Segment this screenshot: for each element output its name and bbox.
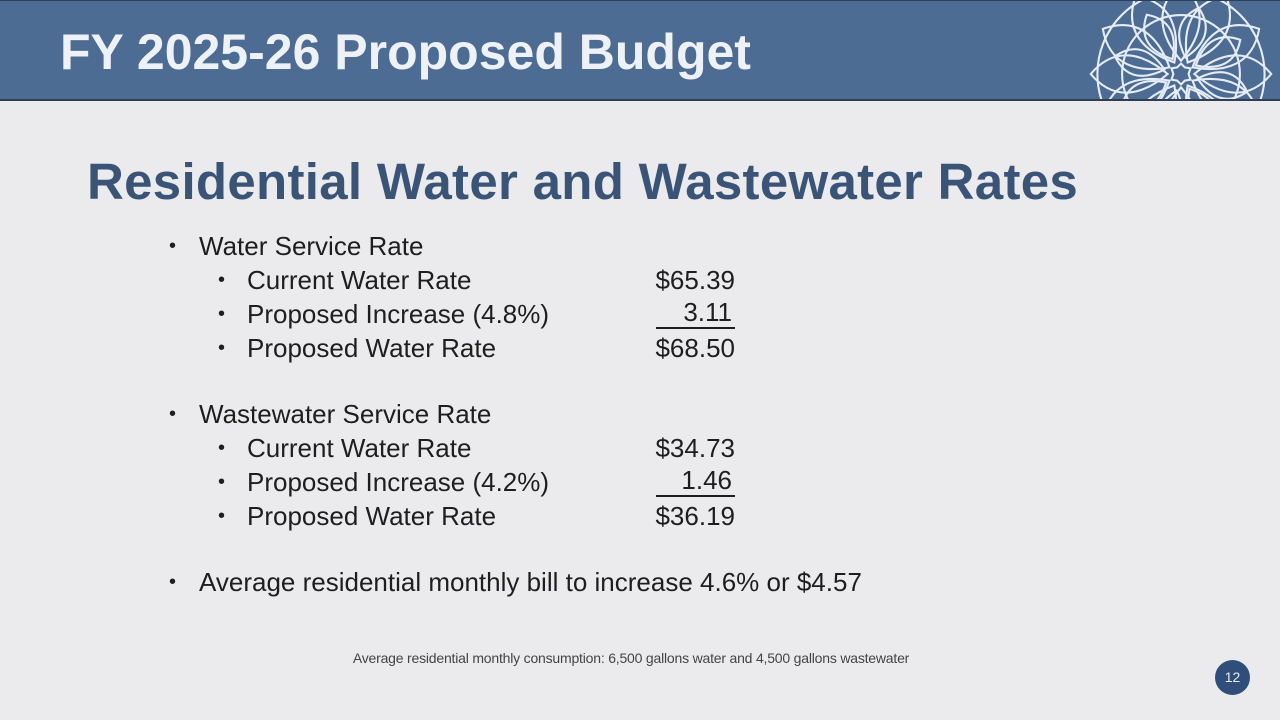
bullet-icon: • <box>169 403 177 425</box>
item-label: Proposed Increase (4.8%) <box>247 299 550 329</box>
footnote: Average residential monthly consumption:… <box>352 650 910 666</box>
header-title: FY 2025-26 Proposed Budget <box>60 24 751 80</box>
item-value: $36.19 <box>655 501 735 531</box>
slide-subtitle: Residential Water and Wastewater Rates <box>87 153 1079 210</box>
item-value: $65.39 <box>655 265 735 295</box>
page-number-badge: 12 <box>1215 660 1250 695</box>
bullet-icon: • <box>218 505 226 527</box>
bullet-icon: • <box>218 269 226 291</box>
item-value: 1.46 <box>656 465 735 497</box>
city-seal-flower-icon <box>1089 1 1273 99</box>
bullet-icon: • <box>218 337 226 359</box>
item-label: Current Water Rate <box>247 433 472 463</box>
item-value: $68.50 <box>655 333 735 363</box>
bullet-icon: • <box>218 471 226 493</box>
bullet-icon: • <box>169 235 177 257</box>
item-value: $34.73 <box>655 433 735 463</box>
item-label: Proposed Increase (4.2%) <box>247 467 550 497</box>
header-bar: FY 2025-26 Proposed Budget <box>0 0 1280 101</box>
section-heading-water: Water Service Rate <box>199 231 424 261</box>
item-label: Proposed Water Rate <box>247 333 497 363</box>
section-heading-wastewater: Wastewater Service Rate <box>199 399 492 429</box>
bullet-icon: • <box>218 437 226 459</box>
item-label: Proposed Water Rate <box>247 501 497 531</box>
bullet-icon: • <box>169 571 177 593</box>
item-value: 3.11 <box>656 297 735 329</box>
bullet-icon: • <box>218 303 226 325</box>
item-label: Current Water Rate <box>247 265 472 295</box>
summary-text: Average residential monthly bill to incr… <box>199 567 862 597</box>
